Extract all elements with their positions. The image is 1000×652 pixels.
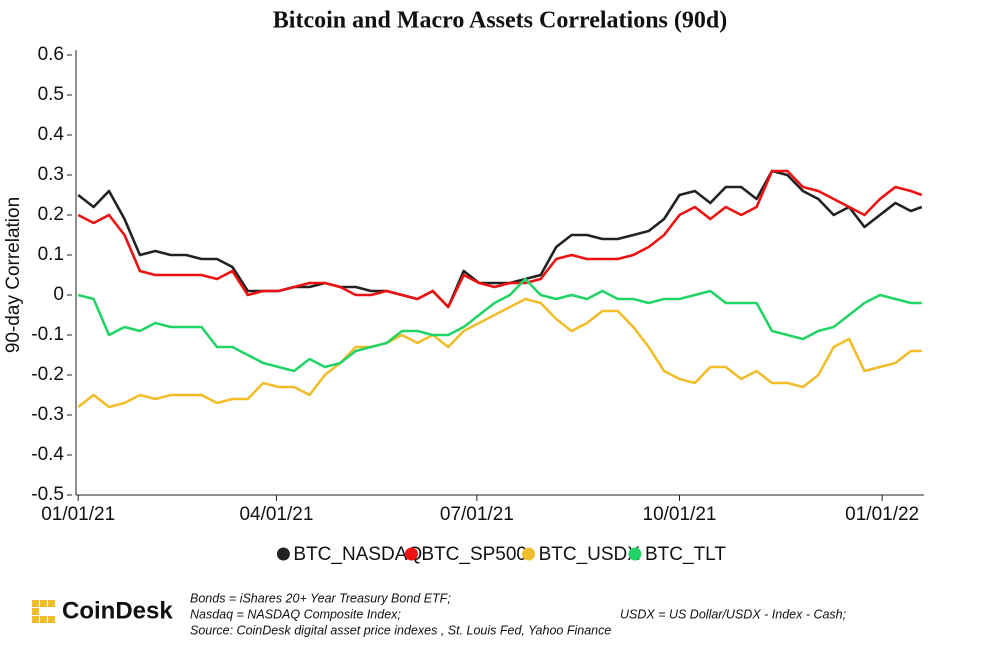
y-tick-label: 0.6 (38, 44, 64, 65)
legend-marker (522, 547, 536, 561)
footnote: Bonds = iShares 20+ Year Treasury Bond E… (190, 591, 451, 605)
footnote: Source: CoinDesk digital asset price ind… (190, 623, 611, 637)
y-tick-label: -0.1 (31, 324, 64, 345)
y-tick-label: 0 (53, 284, 64, 305)
legend-label: BTC_SP500 (421, 544, 527, 565)
legend-label: BTC_TLT (645, 544, 726, 565)
x-tick-label: 07/01/21 (440, 504, 514, 525)
y-tick-label: 0.5 (38, 84, 64, 105)
logo-text: CoinDesk (62, 597, 173, 624)
logo: CoinDesk (32, 597, 173, 624)
logo-mark (32, 616, 39, 623)
legend-label: BTC_USDX (539, 544, 641, 565)
logo-mark (32, 600, 39, 607)
x-tick-label: 01/01/22 (845, 504, 919, 525)
logo-mark (40, 600, 47, 607)
y-tick-label: 0.1 (38, 244, 64, 265)
y-tick-label: 0.2 (38, 204, 64, 225)
y-axis-label: 90-day Correlation (3, 197, 24, 353)
series-line (77, 169, 923, 309)
y-tick-label: 0.3 (38, 164, 64, 185)
logo-mark (40, 616, 47, 623)
series-line (77, 297, 922, 409)
x-tick-label: 10/01/21 (643, 504, 717, 525)
logo-mark (48, 616, 55, 623)
series-line (77, 169, 923, 309)
x-tick-label: 04/01/21 (239, 504, 313, 525)
y-tick-label: -0.3 (31, 404, 64, 425)
legend-label: BTC_NASDAQ (293, 544, 422, 565)
footnote: Nasdaq = NASDAQ Composite Index; (190, 607, 401, 621)
logo-mark (32, 608, 39, 615)
y-tick-label: -0.4 (31, 444, 64, 465)
footnote: USDX = US Dollar/USDX - Index - Cash; (620, 607, 847, 621)
chart-title: Bitcoin and Macro Assets Correlations (9… (273, 8, 727, 34)
series-line (77, 277, 922, 373)
y-tick-label: 0.4 (38, 124, 65, 145)
legend-marker (404, 547, 418, 561)
y-tick-label: -0.2 (31, 364, 64, 385)
legend-marker (276, 547, 290, 561)
legend-marker (628, 547, 642, 561)
y-tick-label: -0.5 (31, 484, 64, 505)
logo-mark (48, 600, 55, 607)
x-tick-label: 01/01/21 (41, 504, 115, 525)
